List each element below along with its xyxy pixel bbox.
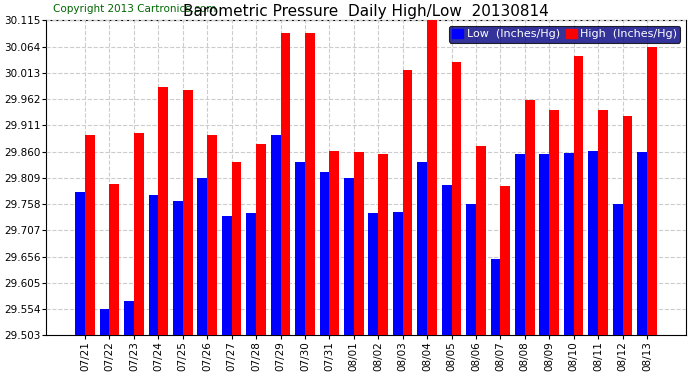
Bar (75, 192, 85, 335)
Bar (647, 46, 657, 335)
Bar (270, 135, 281, 335)
Bar (197, 178, 207, 335)
Bar (378, 154, 388, 335)
Bar (329, 151, 339, 335)
Bar (573, 56, 584, 335)
Bar (246, 213, 256, 335)
Bar (622, 116, 632, 335)
Bar (148, 195, 159, 335)
Bar (427, 13, 437, 335)
Bar (256, 144, 266, 335)
Bar (525, 100, 535, 335)
Bar (476, 147, 486, 335)
Bar (500, 186, 510, 335)
Bar (100, 309, 110, 335)
Bar (589, 151, 598, 335)
Bar (207, 135, 217, 335)
Bar (403, 70, 413, 335)
Bar (442, 185, 451, 335)
Bar (222, 216, 232, 335)
Bar (305, 33, 315, 335)
Text: Copyright 2013 Cartronics.com: Copyright 2013 Cartronics.com (52, 4, 216, 14)
Legend: Low  (Inches/Hg), High  (Inches/Hg): Low (Inches/Hg), High (Inches/Hg) (449, 26, 680, 43)
Bar (638, 152, 647, 335)
Bar (134, 133, 144, 335)
Bar (613, 204, 622, 335)
Bar (417, 162, 427, 335)
Title: Barometric Pressure  Daily High/Low  20130814: Barometric Pressure Daily High/Low 20130… (183, 4, 549, 19)
Bar (85, 135, 95, 335)
Bar (393, 212, 403, 335)
Bar (295, 162, 305, 335)
Bar (319, 172, 329, 335)
Bar (281, 33, 290, 335)
Bar (124, 301, 134, 335)
Bar (368, 213, 378, 335)
Bar (173, 201, 183, 335)
Bar (549, 110, 559, 335)
Bar (540, 154, 549, 335)
Bar (183, 90, 193, 335)
Bar (110, 184, 119, 335)
Bar (491, 259, 500, 335)
Bar (451, 62, 462, 335)
Bar (232, 162, 241, 335)
Bar (466, 204, 476, 335)
Bar (159, 87, 168, 335)
Bar (598, 110, 608, 335)
Bar (515, 154, 525, 335)
Bar (564, 153, 573, 335)
Bar (344, 178, 354, 335)
Bar (354, 152, 364, 335)
